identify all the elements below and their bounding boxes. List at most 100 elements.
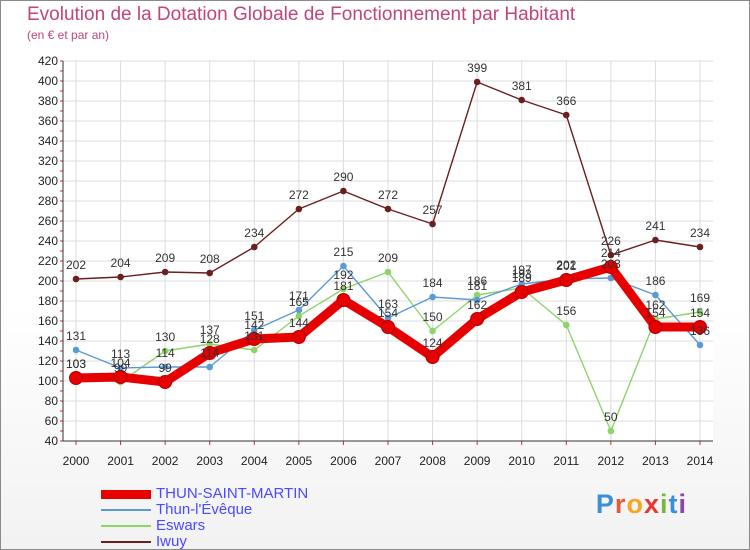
- legend-label: Thun-l'Évêque: [156, 501, 253, 518]
- legend-swatch: [101, 490, 151, 499]
- data-point: [295, 312, 303, 320]
- data-point: [425, 350, 440, 364]
- data-point: [429, 293, 436, 301]
- data-point: [518, 96, 526, 104]
- x-tick-label: 2011: [553, 454, 579, 468]
- data-point: [161, 363, 169, 371]
- data-label: 169: [690, 291, 710, 305]
- data-label: 186: [645, 274, 665, 288]
- data-point: [696, 243, 704, 251]
- data-label: 136: [690, 324, 710, 338]
- data-point: [603, 260, 618, 274]
- data-point: [648, 320, 663, 334]
- x-tick-label: 2013: [642, 454, 669, 468]
- data-label: 209: [378, 251, 398, 265]
- data-label: 192: [333, 268, 353, 282]
- data-label: 99: [158, 361, 172, 375]
- data-label: 209: [155, 251, 175, 265]
- data-point: [429, 220, 436, 228]
- data-label: 113: [111, 347, 130, 361]
- data-label: 226: [601, 234, 621, 248]
- y-tick-label: 260: [38, 214, 58, 228]
- data-label: 399: [467, 61, 487, 75]
- x-tick-label: 2003: [196, 454, 223, 468]
- y-tick-label: 360: [38, 114, 58, 128]
- data-point: [295, 205, 303, 213]
- data-point: [562, 321, 570, 329]
- data-label: 189: [512, 271, 532, 285]
- data-label: 214: [601, 246, 621, 260]
- data-label: 171: [289, 289, 309, 303]
- data-point: [117, 364, 124, 372]
- x-tick-label: 2001: [107, 454, 134, 468]
- y-tick-label: 300: [38, 174, 58, 188]
- data-point: [72, 346, 80, 354]
- x-tick-label: 2010: [508, 454, 535, 468]
- x-tick-label: 2006: [330, 454, 357, 468]
- data-label: 104: [111, 356, 131, 370]
- data-label: 142: [244, 318, 264, 332]
- data-point: [158, 375, 173, 389]
- x-tick-label: 2009: [464, 454, 491, 468]
- data-label: 114: [200, 346, 219, 360]
- data-label: 366: [556, 94, 576, 108]
- y-tick-label: 420: [38, 54, 58, 68]
- data-point: [206, 363, 214, 371]
- data-point: [250, 326, 258, 334]
- legend-swatch: [101, 509, 151, 511]
- data-point: [473, 296, 481, 304]
- x-tick-label: 2008: [419, 454, 446, 468]
- y-tick-label: 100: [38, 374, 58, 388]
- data-point: [384, 205, 392, 213]
- data-label: 290: [333, 170, 353, 184]
- y-tick-label: 40: [45, 434, 59, 448]
- data-point: [562, 111, 570, 119]
- data-label: 201: [556, 259, 576, 273]
- data-label: 124: [423, 336, 443, 350]
- data-label: 204: [111, 256, 131, 270]
- data-label: 208: [200, 252, 220, 266]
- data-label: 181: [467, 279, 487, 293]
- data-label: 114: [156, 346, 175, 360]
- data-label: 144: [289, 316, 309, 330]
- data-label: 131: [66, 329, 86, 343]
- y-tick-label: 280: [38, 194, 58, 208]
- data-point: [247, 332, 262, 346]
- y-tick-label: 400: [38, 74, 58, 88]
- x-tick-label: 2000: [63, 454, 90, 468]
- data-point: [696, 341, 704, 349]
- data-label: 272: [378, 188, 398, 202]
- data-label: 186: [467, 274, 487, 288]
- x-tick-label: 2007: [375, 454, 402, 468]
- data-point: [473, 291, 481, 299]
- data-label: 381: [512, 79, 532, 93]
- data-point: [652, 236, 659, 244]
- data-label: 193: [512, 267, 532, 281]
- data-label: 128: [200, 332, 220, 346]
- data-label: 215: [333, 245, 353, 259]
- data-point: [117, 273, 124, 281]
- y-tick-label: 160: [38, 314, 58, 328]
- y-tick-label: 320: [38, 154, 58, 168]
- data-label: 151: [244, 309, 264, 323]
- data-label: 130: [155, 330, 175, 344]
- data-point: [340, 187, 347, 195]
- data-label: 50: [604, 410, 618, 424]
- data-label: 103: [66, 357, 86, 371]
- legend-label: THUN-SAINT-MARTIN: [156, 485, 309, 502]
- data-point: [693, 320, 707, 334]
- data-point: [161, 347, 169, 355]
- data-point: [72, 275, 80, 283]
- data-label: 272: [289, 188, 309, 202]
- data-label: 154: [378, 306, 398, 320]
- data-point: [470, 312, 485, 326]
- data-label: 257: [423, 203, 443, 217]
- proxiti-logo: Proxiti: [595, 489, 687, 519]
- data-point: [206, 269, 214, 277]
- data-point: [514, 285, 529, 299]
- data-point: [202, 346, 217, 360]
- data-label: 154: [645, 306, 665, 320]
- data-label: 103: [66, 357, 86, 371]
- data-label: 203: [601, 257, 621, 271]
